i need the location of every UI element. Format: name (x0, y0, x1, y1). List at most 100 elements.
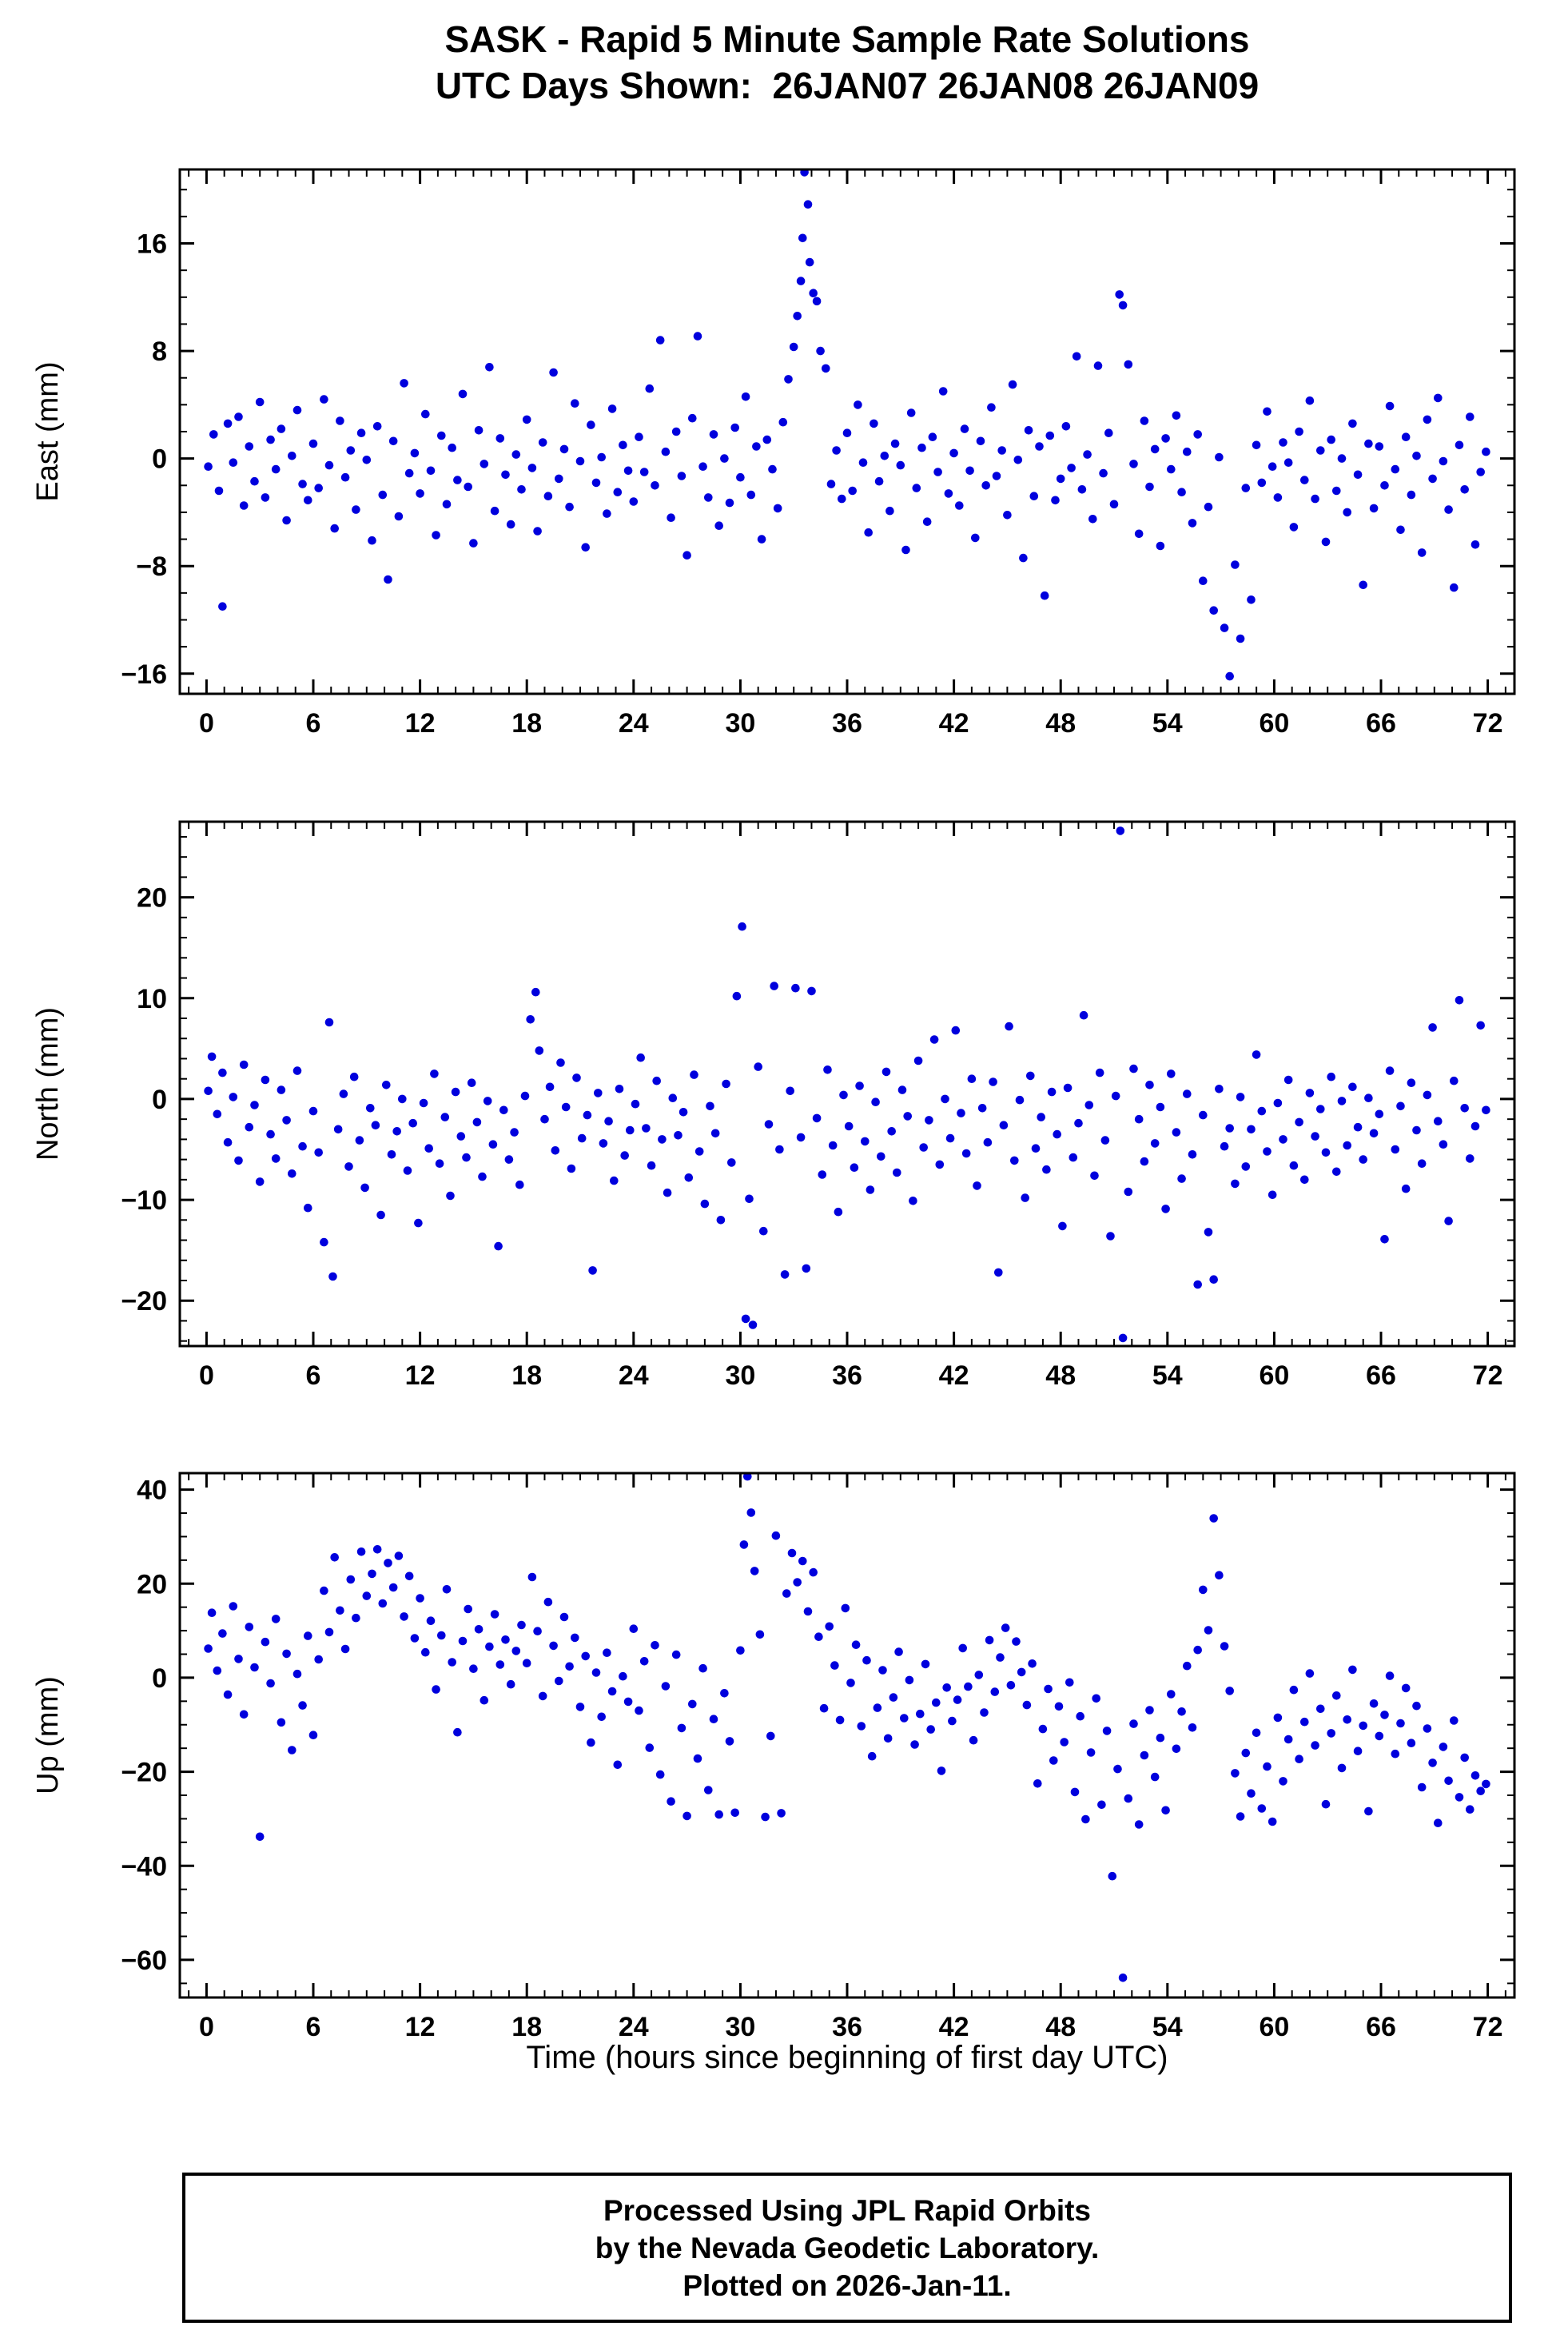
data-point (458, 389, 468, 399)
data-point (1019, 553, 1028, 563)
x-tick-label: 42 (939, 708, 969, 739)
data-point (277, 1085, 286, 1094)
data-point (522, 1659, 531, 1667)
data-point (572, 1073, 581, 1082)
data-point (607, 404, 617, 413)
data-point (684, 1173, 694, 1182)
x-tick-label: 60 (1259, 1360, 1289, 1391)
data-point (916, 1709, 925, 1719)
data-point (809, 1567, 818, 1577)
data-point (1283, 1075, 1293, 1085)
data-point (388, 436, 398, 446)
data-point (1359, 580, 1367, 590)
data-point (741, 1314, 750, 1324)
data-point (392, 1127, 402, 1136)
data-point (1300, 1175, 1309, 1185)
data-point (506, 520, 515, 529)
data-point (400, 379, 408, 388)
data-point (384, 1559, 392, 1567)
data-point (1252, 440, 1261, 450)
data-point (360, 1183, 369, 1193)
data-point (1053, 1129, 1061, 1139)
footer-line1: Processed Using JPL Rapid Orbits (603, 2193, 1091, 2227)
data-point (844, 1121, 854, 1131)
data-point (1289, 1685, 1299, 1695)
data-point (581, 1651, 590, 1661)
data-point (1156, 541, 1165, 551)
data-point (777, 1809, 786, 1818)
x-tick-label: 36 (832, 708, 862, 739)
data-point (1005, 1022, 1013, 1031)
data-point (587, 420, 595, 429)
data-point (1375, 442, 1384, 451)
data-point (750, 1567, 759, 1575)
data-point (1241, 484, 1251, 492)
data-point (1028, 1659, 1037, 1668)
data-point (1466, 412, 1474, 421)
data-point (1033, 1779, 1042, 1788)
data-point (1090, 1171, 1099, 1181)
data-point (1434, 1818, 1443, 1827)
data-point (527, 1572, 537, 1582)
data-point (1305, 1089, 1315, 1097)
data-point (511, 450, 521, 459)
x-tick-label: 72 (1473, 2012, 1503, 2042)
data-point (1343, 1715, 1351, 1724)
data-point (812, 297, 822, 306)
data-point (435, 1159, 444, 1168)
data-point (239, 1710, 249, 1719)
data-point (839, 1090, 848, 1100)
data-point (1109, 500, 1119, 509)
data-point (738, 922, 746, 931)
data-point (388, 1583, 398, 1592)
data-point (293, 405, 302, 415)
data-point (355, 1136, 364, 1145)
data-point (645, 1743, 655, 1752)
data-point (1380, 481, 1389, 490)
data-point (288, 1169, 296, 1178)
x-tick-label: 0 (199, 708, 214, 739)
data-point (245, 1122, 254, 1132)
data-point (937, 1766, 946, 1775)
data-point (651, 1641, 659, 1650)
data-point (800, 169, 809, 177)
data-point (730, 1808, 739, 1818)
data-point (1353, 1122, 1363, 1132)
data-point (314, 484, 324, 492)
data-point (1161, 1806, 1170, 1815)
data-point (510, 1128, 519, 1137)
data-point (1118, 1974, 1128, 1982)
data-point (694, 1147, 704, 1156)
data-point (787, 1548, 797, 1558)
data-point (1316, 1704, 1325, 1714)
data-point (929, 1035, 939, 1044)
data-point (488, 1140, 498, 1149)
data-point (520, 1091, 530, 1101)
data-point (1104, 428, 1113, 437)
y-tick-label: −40 (121, 1851, 167, 1882)
data-point (841, 1603, 850, 1613)
data-point (855, 1081, 864, 1090)
data-point (926, 1725, 935, 1734)
data-point (1013, 456, 1023, 464)
data-point (430, 1069, 439, 1078)
data-point (604, 1117, 613, 1125)
data-point (551, 1146, 560, 1155)
x-tick-label: 18 (511, 1360, 542, 1391)
data-point (458, 1636, 468, 1646)
data-point (410, 1634, 420, 1643)
data-point (690, 1070, 698, 1079)
data-point (320, 1237, 328, 1247)
x-tick-label: 12 (405, 1360, 436, 1391)
y-tick-label: 8 (152, 337, 167, 367)
data-point (451, 1087, 460, 1097)
data-point (362, 1591, 372, 1600)
data-point (1348, 1082, 1357, 1092)
data-point (469, 539, 478, 548)
data-point (1289, 1161, 1299, 1170)
data-point (453, 1727, 462, 1737)
data-point (1060, 1738, 1069, 1747)
data-point (1247, 1789, 1256, 1798)
data-point (266, 435, 275, 444)
data-point (1434, 1117, 1443, 1125)
